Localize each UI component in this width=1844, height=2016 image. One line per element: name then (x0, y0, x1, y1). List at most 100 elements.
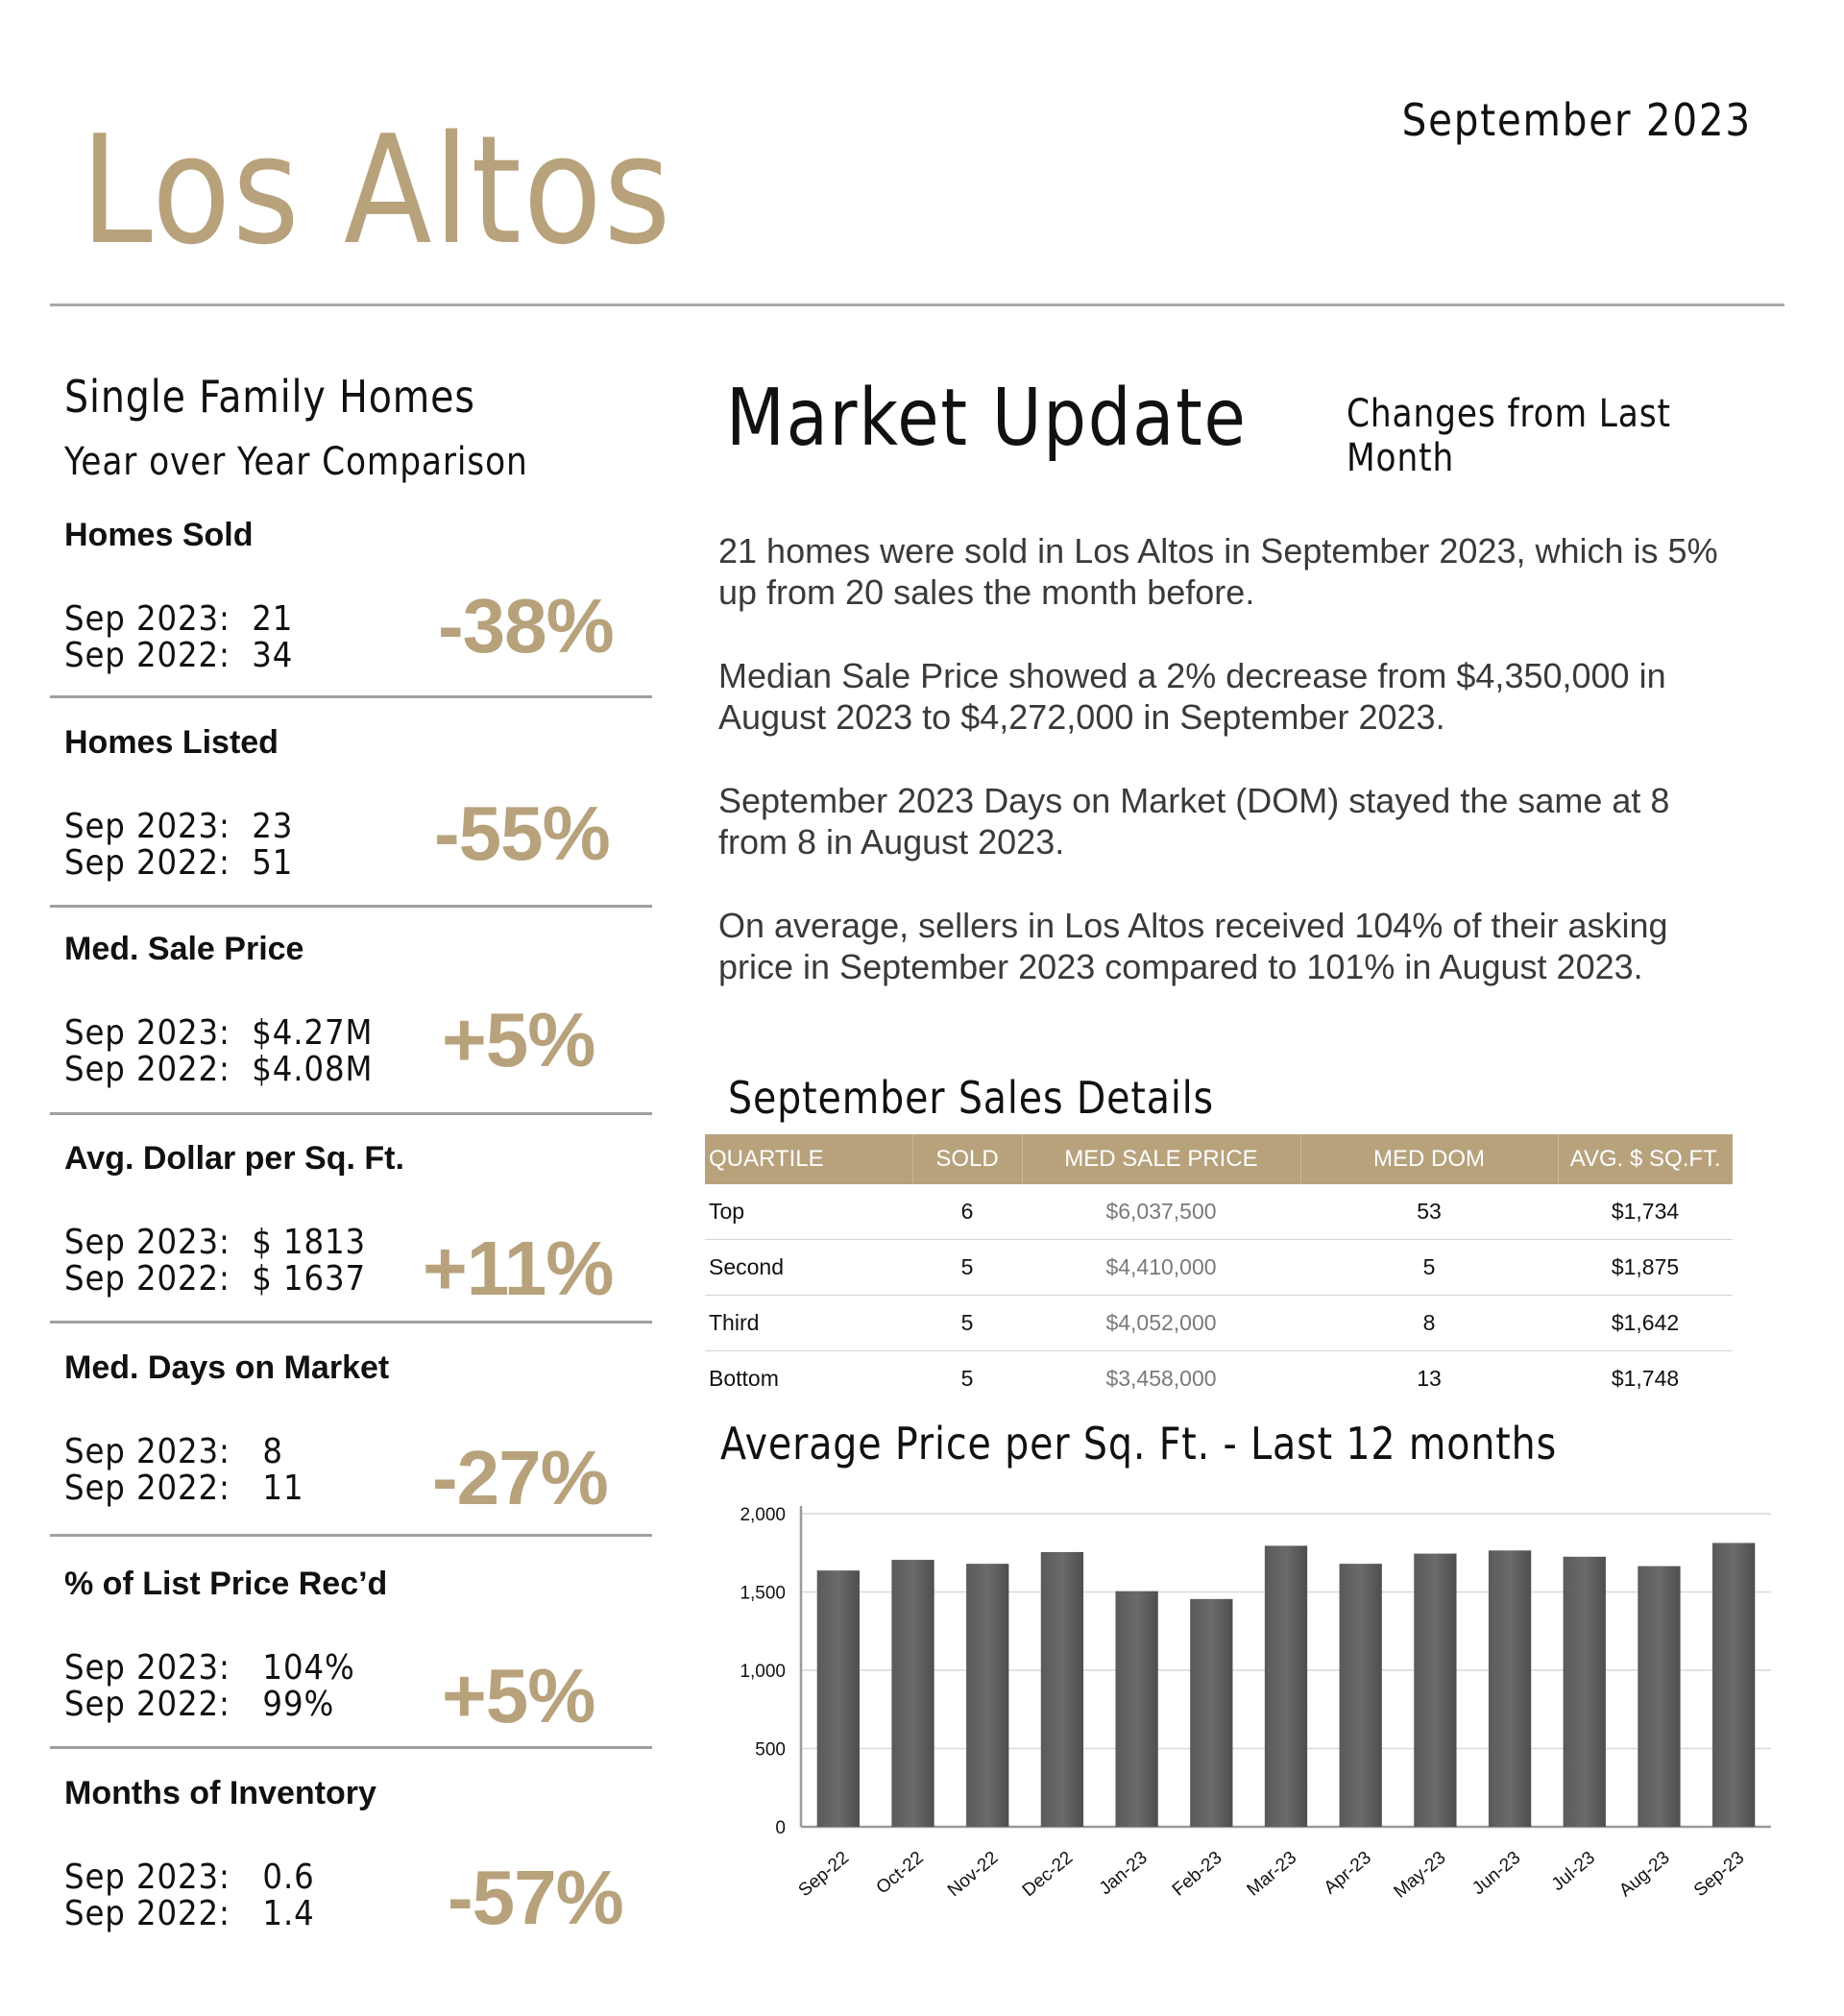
cell-med-sale-price: $4,410,000 (1022, 1239, 1300, 1296)
metric-change: +5% (442, 997, 595, 1082)
header-divider (50, 304, 1784, 306)
col-header-med-sale-price: MED SALE PRICE (1022, 1134, 1301, 1184)
metric-divider (50, 1534, 652, 1537)
chart-bar (1040, 1551, 1084, 1827)
y-tick-label: 0 (775, 1818, 786, 1838)
table-row: Second 5 $4,410,000 5 $1,875 (705, 1239, 1733, 1296)
cell-sold: 6 (912, 1184, 1022, 1240)
x-tick-label: Jun-23 (1468, 1848, 1524, 1899)
metric-change: +5% (442, 1653, 595, 1738)
metric-current: Sep 2023: 104% (64, 1648, 355, 1688)
metric-previous: Sep 2022: 51 (64, 843, 294, 883)
y-tick-label: 1,500 (740, 1584, 786, 1604)
table-header-row: QUARTILE SOLD MED SALE PRICE MED DOM AVG… (705, 1134, 1733, 1184)
cell-med-dom: 5 (1300, 1239, 1558, 1296)
metric-current: Sep 2023: $ 1813 (64, 1223, 367, 1262)
metric-previous: Sep 2022: 34 (64, 636, 294, 675)
metric-change: +11% (423, 1226, 614, 1311)
y-tick-label: 2,000 (740, 1505, 786, 1525)
chart-bar (891, 1560, 934, 1827)
y-tick-label: 500 (755, 1740, 786, 1761)
metric-change: -57% (448, 1855, 624, 1940)
metric-label: Homes Sold (64, 517, 254, 553)
section-subtitle: Year over Year Comparison (64, 440, 528, 484)
metric-label: Med. Sale Price (64, 931, 304, 967)
market-paragraph: 21 homes were sold in Los Altos in Septe… (718, 531, 1718, 612)
cell-med-sale-price: $3,458,000 (1105, 1366, 1217, 1391)
market-update-title: Market Update (726, 373, 1248, 464)
x-tick-label: Sep-22 (795, 1848, 853, 1901)
metric-label: Months of Inventory (64, 1775, 376, 1811)
price-per-sqft-chart: 0 500 1,000 1,500 2,000 Sep-22 Oct-22 Nov-22 Dec… (740, 1505, 1771, 1903)
metric-change: -55% (434, 790, 611, 876)
cell-sold: 5 (960, 1366, 974, 1391)
chart-bar (1638, 1566, 1681, 1827)
x-tick-label: Oct-22 (873, 1848, 928, 1899)
cell-avg-sqft: $1,642 (1558, 1295, 1733, 1351)
metric-divider (50, 905, 652, 908)
col-header-med-dom: MED DOM (1300, 1134, 1559, 1184)
x-tick-label: Jul-23 (1548, 1848, 1599, 1895)
col-header-sold: SOLD (912, 1134, 1023, 1184)
table-row: Top 6 $6,037,500 53 $1,734 (705, 1184, 1733, 1240)
chart-title: Average Price per Sq. Ft. - Last 12 mont… (720, 1418, 1558, 1469)
chart-bar (816, 1570, 860, 1827)
metric-label: Avg. Dollar per Sq. Ft. (64, 1140, 404, 1177)
cell-quartile: Top (705, 1184, 912, 1240)
metric-change: -27% (432, 1435, 609, 1520)
metric-previous: Sep 2022: 11 (64, 1469, 304, 1508)
cell-avg-sqft: $1,748 (1611, 1366, 1680, 1391)
x-tick-label: Sep-23 (1690, 1848, 1748, 1901)
market-paragraph: Median Sale Price showed a 2% decrease f… (718, 656, 1666, 737)
x-tick-label: Feb-23 (1169, 1848, 1226, 1901)
x-tick-label: Mar-23 (1244, 1848, 1301, 1901)
x-tick-label: May-23 (1391, 1848, 1450, 1903)
cell-avg-sqft: $1,875 (1558, 1239, 1733, 1296)
y-tick-label: 1,000 (740, 1662, 786, 1682)
sales-details-table: QUARTILE SOLD MED SALE PRICE MED DOM AVG… (705, 1134, 1733, 1406)
chart-bar (1264, 1545, 1308, 1827)
market-paragraph: On average, sellers in Los Altos receive… (718, 906, 1668, 986)
chart-bar (1488, 1550, 1532, 1827)
chart-bar (1563, 1556, 1606, 1827)
cell-avg-sqft: $1,734 (1558, 1184, 1733, 1240)
chart-bar (1190, 1598, 1233, 1827)
city-title: Los Altos (81, 103, 673, 278)
market-paragraph: September 2023 Days on Market (DOM) stay… (718, 781, 1670, 862)
metric-previous: Sep 2022: 99% (64, 1685, 335, 1724)
metric-change: -38% (438, 583, 615, 668)
metric-divider (50, 1321, 652, 1324)
x-tick-label: Dec-22 (1019, 1848, 1077, 1901)
cell-sold: 5 (912, 1239, 1022, 1296)
report-date: September 2023 (1401, 94, 1752, 146)
x-tick-label: Jan-23 (1096, 1848, 1152, 1899)
table-row: Bottom 5 $3,458,000 13 $1,748 (705, 1351, 1733, 1407)
metric-current: Sep 2023: 21 (64, 599, 294, 639)
col-header-quartile: QUARTILE (705, 1134, 913, 1184)
metric-divider (50, 695, 652, 698)
x-tick-label: Apr-23 (1321, 1848, 1375, 1899)
x-tick-label: Aug-23 (1615, 1848, 1673, 1901)
metric-divider (50, 1112, 652, 1115)
metric-label: % of List Price Rec’d (64, 1566, 388, 1602)
cell-quartile: Third (705, 1295, 912, 1351)
chart-bar (1339, 1564, 1382, 1827)
chart-bar (1712, 1542, 1756, 1827)
col-header-avg-sqft: AVG. $ SQ.FT. (1558, 1134, 1733, 1184)
cell-med-sale-price: $4,052,000 (1022, 1295, 1300, 1351)
cell-quartile: Second (705, 1239, 912, 1296)
metric-previous: Sep 2022: $4.08M (64, 1050, 374, 1089)
chart-bar (1414, 1553, 1457, 1827)
chart-bar (1115, 1591, 1158, 1827)
metric-current: Sep 2023: 8 (64, 1432, 283, 1471)
metric-label: Homes Listed (64, 724, 279, 761)
metric-previous: Sep 2022: 1.4 (64, 1894, 315, 1933)
sales-details-title: September Sales Details (728, 1072, 1215, 1124)
cell-med-dom: 13 (1417, 1366, 1442, 1391)
cell-med-dom: 53 (1300, 1184, 1558, 1240)
metric-divider (50, 1746, 652, 1749)
metric-current: Sep 2023: 23 (64, 807, 294, 846)
metric-current: Sep 2023: 0.6 (64, 1858, 315, 1897)
market-update-subtitle: Changes from Last Month (1347, 392, 1671, 480)
chart-bar (966, 1564, 1009, 1827)
